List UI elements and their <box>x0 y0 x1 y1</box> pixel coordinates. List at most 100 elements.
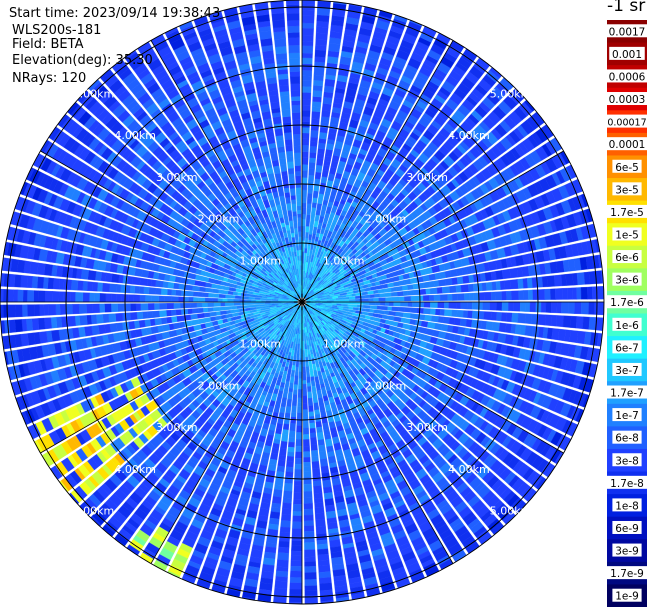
beta-bin <box>26 290 34 303</box>
beta-bin <box>147 303 155 311</box>
beta-bin <box>148 287 157 295</box>
beta-bin <box>301 157 309 165</box>
beta-bin <box>365 294 371 299</box>
beta-bin <box>298 329 301 335</box>
beta-bin <box>270 302 276 304</box>
beta-bin <box>313 74 324 81</box>
beta-bin <box>212 307 220 312</box>
beta-bin <box>290 555 303 562</box>
beta-bin <box>298 364 303 372</box>
beta-bin <box>456 293 465 301</box>
beta-bin <box>14 274 22 288</box>
beta-bin <box>402 273 411 280</box>
beta-bin <box>301 197 307 204</box>
beta-bin <box>314 409 320 415</box>
beta-bin <box>374 301 381 306</box>
beta-bin <box>301 116 311 122</box>
beta-bin <box>304 348 308 354</box>
beta-bin <box>288 436 296 443</box>
beta-bin <box>132 276 141 286</box>
beta-bin <box>289 594 303 603</box>
beta-bin <box>272 496 282 505</box>
beta-bin <box>202 307 208 313</box>
beta-bin <box>315 421 322 428</box>
beta-bin <box>319 582 333 591</box>
beta-bin <box>282 502 292 510</box>
beta-bin <box>196 313 205 319</box>
beta-bin <box>301 127 310 134</box>
beta-bin <box>496 312 502 322</box>
beta-bin <box>295 343 298 349</box>
beta-bin <box>554 288 564 300</box>
beta-bin <box>316 426 323 434</box>
beta-bin <box>373 289 379 294</box>
beta-bin <box>43 317 52 330</box>
beta-bin <box>303 466 312 472</box>
beta-bin <box>183 296 189 303</box>
beta-bin <box>399 296 405 302</box>
beta-bin <box>302 335 305 342</box>
beta-bin <box>136 311 144 320</box>
beta-bin <box>289 382 294 389</box>
beta-bin <box>155 280 164 288</box>
beta-bin <box>290 570 303 578</box>
beta-bin <box>158 303 167 310</box>
beta-bin <box>142 311 148 319</box>
beta-bin <box>155 287 162 295</box>
beta-bin <box>291 528 303 537</box>
beta-bin <box>190 319 200 326</box>
beta-bin <box>295 445 303 453</box>
beta-bin <box>580 301 590 315</box>
beta-bin <box>248 296 255 300</box>
beta-bin <box>309 249 313 254</box>
beta-bin <box>185 290 194 297</box>
beta-bin <box>568 301 575 314</box>
beta-bin <box>152 310 160 318</box>
beta-bin <box>302 416 309 422</box>
beta-bin <box>506 290 512 301</box>
beta-bin <box>140 303 149 311</box>
beta-bin <box>123 303 131 312</box>
beta-bin <box>290 566 303 572</box>
beta-bin <box>225 294 231 299</box>
beta-bin <box>535 301 542 313</box>
beta-bin <box>414 581 429 591</box>
beta-bin <box>383 310 390 315</box>
beta-bin <box>310 136 318 143</box>
beta-bin <box>307 349 311 355</box>
beta-bin <box>396 285 403 292</box>
beta-bin <box>289 582 303 590</box>
beta-bin <box>489 301 497 311</box>
beta-bin <box>466 301 473 310</box>
beta-bin <box>293 384 298 391</box>
beta-bin <box>423 308 431 315</box>
beta-bin <box>444 309 453 317</box>
beta-bin <box>302 329 304 337</box>
beta-bin <box>310 437 318 445</box>
beta-bin <box>365 0 380 7</box>
beta-bin <box>75 292 84 303</box>
beta-bin <box>305 366 310 372</box>
beta-bin <box>282 370 288 378</box>
beta-bin <box>199 281 207 287</box>
beta-bin <box>285 374 291 382</box>
beta-bin <box>481 282 487 291</box>
beta-bin <box>316 432 324 441</box>
beta-bin <box>204 297 213 303</box>
beta-bin <box>559 131 572 146</box>
beta-bin <box>279 526 291 534</box>
beta-bin <box>313 492 323 499</box>
beta-bin <box>308 167 315 176</box>
beta-bin <box>306 370 311 378</box>
beta-bin <box>84 326 93 337</box>
beta-bin <box>336 303 342 306</box>
beta-bin <box>355 298 360 302</box>
beta-bin <box>304 585 318 591</box>
beta-bin <box>104 303 112 313</box>
beta-bin <box>301 236 305 241</box>
beta-bin <box>451 309 458 317</box>
beta-bin <box>428 273 437 281</box>
beta-bin <box>588 316 596 331</box>
beta-bin <box>285 466 294 473</box>
beta-bin <box>166 289 172 296</box>
